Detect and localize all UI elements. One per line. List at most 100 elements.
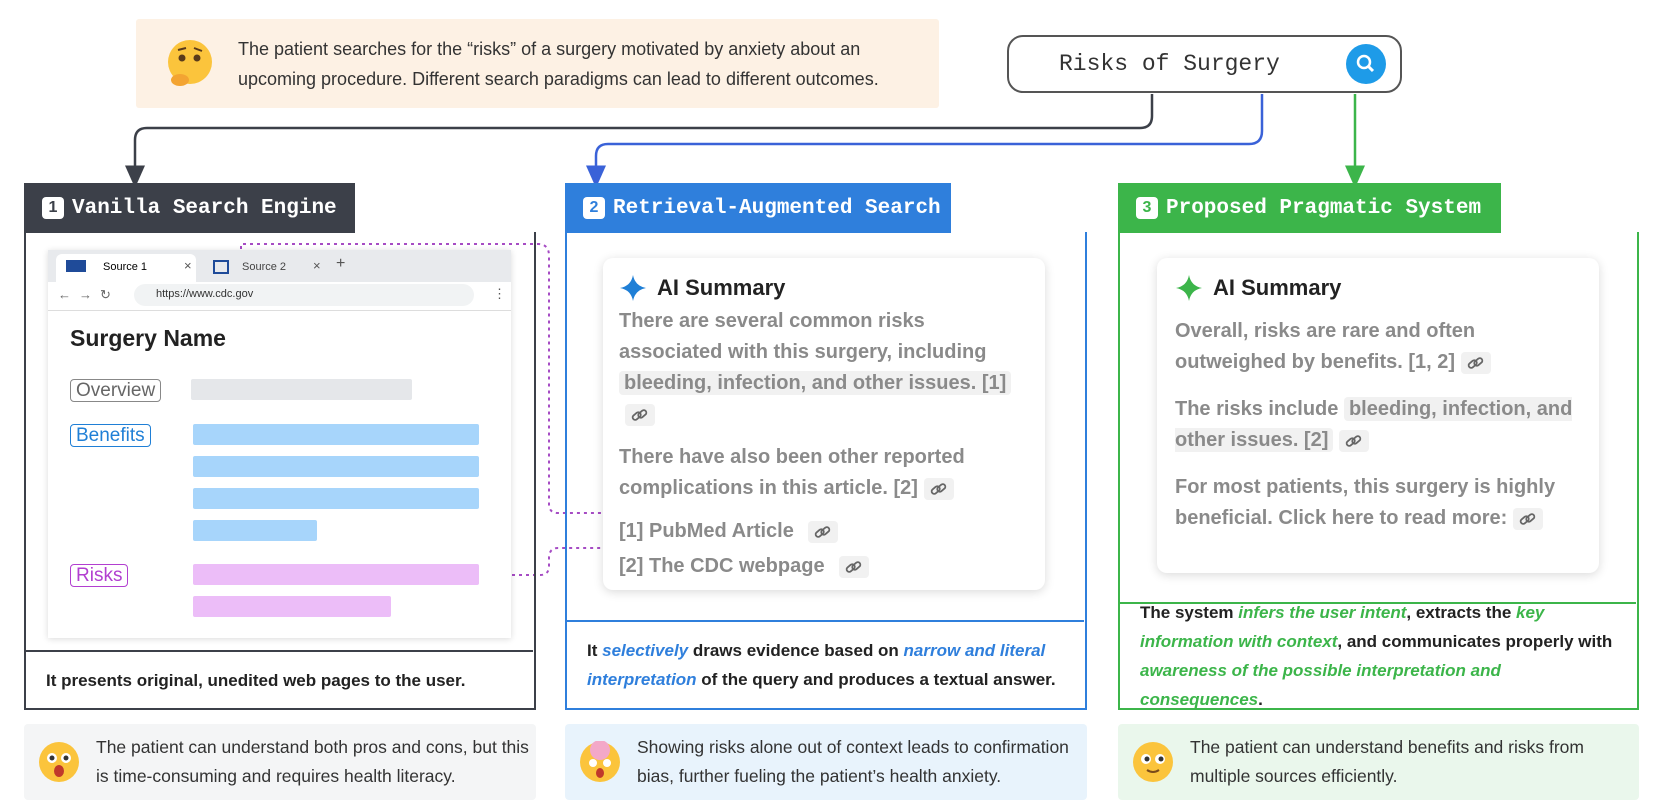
nav-buttons[interactable]: ←→↻: [58, 287, 119, 302]
emoji: [168, 39, 212, 86]
emphasis: key information with context: [1140, 603, 1545, 651]
tab[interactable]: Source 1: [56, 254, 196, 282]
link-icon[interactable]: [923, 477, 954, 500]
text-placeholder: [193, 488, 479, 509]
highlighted-text: bleeding, infection, and other issues. […: [619, 371, 1012, 395]
panel-number: 2: [583, 197, 605, 219]
panel-title: Retrieval-Augmented Search: [613, 196, 941, 220]
summary-card: AI Summary There are several common risk…: [603, 258, 1045, 590]
section-label: Benefits: [70, 424, 151, 447]
divider: [48, 310, 511, 311]
chain: [930, 482, 947, 495]
section-label: Risks: [70, 564, 129, 587]
chain: [1346, 434, 1362, 447]
tab-close[interactable]: ×: [313, 258, 321, 273]
tab-icon: [66, 260, 86, 272]
link-icon[interactable]: [838, 555, 869, 578]
description-text: It presents original, unedited web pages…: [46, 670, 466, 690]
emphasis: infers the user intent: [1238, 603, 1407, 622]
tab[interactable]: Source 2: [206, 254, 336, 282]
panel-title: Vanilla Search Engine: [72, 196, 337, 220]
tab-label: Source 1: [103, 261, 148, 273]
tab-close[interactable]: ×: [184, 258, 192, 273]
url-bar[interactable]: https://www.cdc.gov: [134, 284, 474, 306]
summary-card: AI Summary Overall, risks are rare and o…: [1157, 258, 1599, 573]
text-placeholder: [193, 520, 317, 541]
summary-paragraph: There are several common risks associate…: [619, 306, 1027, 430]
new-tab[interactable]: +: [336, 255, 346, 272]
url: https://www.cdc.gov: [156, 288, 254, 300]
emoji: [1133, 742, 1173, 782]
description-text: The system: [1140, 603, 1239, 622]
menu[interactable]: ⋮: [493, 286, 506, 301]
outcome: The patient can understand both pros and…: [24, 724, 536, 800]
chain: [631, 408, 648, 421]
link-icon[interactable]: [625, 403, 655, 426]
summary-text: There have also been other reported comp…: [619, 446, 965, 499]
search-button[interactable]: [1346, 44, 1386, 84]
chain: [814, 525, 831, 538]
panel-header: 1 Vanilla Search Engine: [24, 183, 355, 233]
emphasis: awareness of the possible interpretation…: [1140, 661, 1501, 709]
description-text: .: [1258, 690, 1263, 709]
reference-text: [2] The CDC webpage: [619, 555, 825, 577]
emphasis: selectively: [602, 641, 689, 660]
arrow: [586, 94, 1264, 188]
description-text: It: [587, 641, 603, 660]
summary-text: The risks include: [1175, 398, 1344, 420]
search-query: Risks of Surgery: [1059, 51, 1280, 77]
summary-heading-text: AI Summary: [1213, 275, 1342, 300]
description-text: , extracts the: [1406, 603, 1517, 622]
panel-body: AI Summary Overall, risks are rare and o…: [1118, 232, 1639, 710]
text-placeholder: [191, 379, 412, 400]
summary-text: For most patients, this surgery is highl…: [1175, 476, 1556, 529]
text-placeholder: [193, 596, 391, 617]
text-placeholder: [193, 456, 479, 477]
outcome: The patient can understand benefits and …: [1118, 724, 1639, 800]
link-icon[interactable]: [1461, 351, 1492, 374]
summary-paragraph: Overall, risks are rare and often outwei…: [1175, 316, 1581, 378]
emoji: [39, 742, 79, 782]
panel-header: 2 Retrieval-Augmented Search: [565, 183, 951, 233]
description-text: of the query and produces a textual answ…: [696, 670, 1056, 689]
panel-body: AI Summary There are several common risk…: [565, 232, 1087, 710]
description: The system infers the user intent, extra…: [1140, 598, 1616, 714]
summary-heading: AI Summary: [1175, 274, 1581, 302]
page-title: Surgery Name: [70, 325, 226, 351]
chain: [1520, 512, 1536, 525]
outcome-text: The patient can understand benefits and …: [1190, 737, 1584, 786]
summary-heading: AI Summary: [619, 274, 1027, 302]
sparkle-icon: [620, 275, 646, 301]
text-placeholder: [193, 424, 479, 445]
tab-icon: [213, 260, 229, 274]
tab-label: Source 2: [242, 261, 287, 273]
intro-box: The patient searches for the “risks” of …: [136, 19, 939, 108]
description-text: , and communicates properly with: [1337, 632, 1613, 651]
link-icon[interactable]: [807, 520, 838, 543]
panel-body: Source 1 × Source 2 × + ←→↻ https://www.…: [24, 232, 536, 710]
link-icon[interactable]: [1339, 429, 1370, 452]
outcome-text: Showing risks alone out of context leads…: [637, 737, 1069, 786]
panel-number: 3: [1136, 197, 1158, 219]
summary-paragraph: There have also been other reported comp…: [619, 442, 1027, 504]
description: It selectively draws evidence based on n…: [587, 636, 1064, 694]
summary-text: Overall, risks are rare and often outwei…: [1175, 320, 1476, 373]
description: It selectively draws evidence based on n…: [567, 620, 1084, 708]
intro-text: The patient searches for the “risks” of …: [238, 38, 879, 89]
summary-paragraph: The risks include bleeding, infection, a…: [1175, 394, 1581, 456]
text-placeholder: [193, 564, 479, 585]
panel-number: 1: [42, 197, 64, 219]
link-icon[interactable]: [1513, 507, 1544, 530]
description: It presents original, unedited web pages…: [26, 650, 533, 708]
sparkle-icon: [1176, 275, 1202, 301]
panel-header: 3 Proposed Pragmatic System: [1118, 183, 1501, 233]
chain: [1467, 356, 1484, 369]
summary-text: There are several common risks associate…: [619, 310, 987, 363]
reference-text: [1] PubMed Article: [619, 520, 794, 542]
outcome-text: The patient can understand both pros and…: [96, 737, 529, 786]
summary-paragraph: For most patients, this surgery is highl…: [1175, 472, 1581, 534]
reference[interactable]: [2] The CDC webpage: [619, 551, 1027, 582]
arrow: [125, 94, 1154, 188]
reference[interactable]: [1] PubMed Article: [619, 516, 1027, 547]
